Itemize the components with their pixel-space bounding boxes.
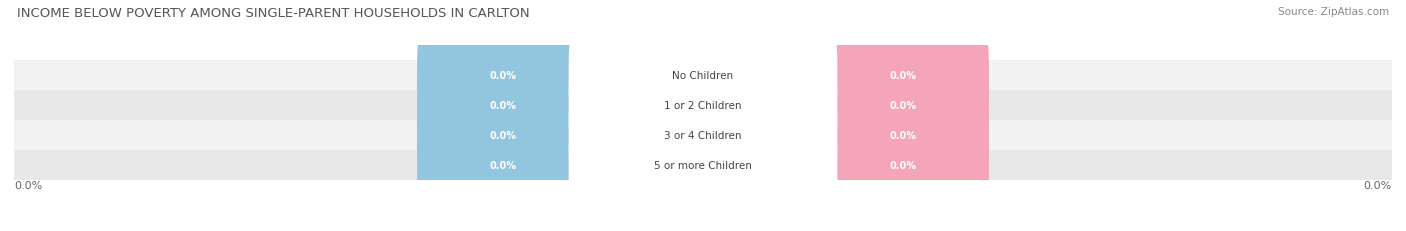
Text: 0.0%: 0.0% bbox=[489, 160, 517, 170]
FancyBboxPatch shape bbox=[14, 150, 1392, 180]
FancyBboxPatch shape bbox=[568, 21, 838, 131]
FancyBboxPatch shape bbox=[418, 50, 589, 161]
FancyBboxPatch shape bbox=[817, 50, 988, 161]
Text: 0.0%: 0.0% bbox=[889, 71, 917, 81]
FancyBboxPatch shape bbox=[817, 21, 988, 131]
FancyBboxPatch shape bbox=[14, 121, 1392, 150]
FancyBboxPatch shape bbox=[418, 110, 589, 221]
FancyBboxPatch shape bbox=[817, 80, 988, 191]
Text: 0.0%: 0.0% bbox=[489, 71, 517, 81]
Text: 0.0%: 0.0% bbox=[1364, 180, 1392, 190]
Text: No Children: No Children bbox=[672, 71, 734, 81]
FancyBboxPatch shape bbox=[14, 91, 1392, 121]
Text: 0.0%: 0.0% bbox=[889, 101, 917, 111]
FancyBboxPatch shape bbox=[418, 21, 589, 131]
Text: 5 or more Children: 5 or more Children bbox=[654, 160, 752, 170]
FancyBboxPatch shape bbox=[568, 50, 838, 161]
FancyBboxPatch shape bbox=[418, 80, 589, 191]
Text: 1 or 2 Children: 1 or 2 Children bbox=[664, 101, 742, 111]
Text: 0.0%: 0.0% bbox=[489, 101, 517, 111]
Text: 0.0%: 0.0% bbox=[14, 180, 42, 190]
FancyBboxPatch shape bbox=[568, 80, 838, 191]
Text: 3 or 4 Children: 3 or 4 Children bbox=[664, 131, 742, 140]
FancyBboxPatch shape bbox=[14, 61, 1392, 91]
FancyBboxPatch shape bbox=[568, 110, 838, 221]
Text: 0.0%: 0.0% bbox=[889, 131, 917, 140]
FancyBboxPatch shape bbox=[817, 110, 988, 221]
Text: Source: ZipAtlas.com: Source: ZipAtlas.com bbox=[1278, 7, 1389, 17]
Text: INCOME BELOW POVERTY AMONG SINGLE-PARENT HOUSEHOLDS IN CARLTON: INCOME BELOW POVERTY AMONG SINGLE-PARENT… bbox=[17, 7, 530, 20]
Text: 0.0%: 0.0% bbox=[489, 131, 517, 140]
Text: 0.0%: 0.0% bbox=[889, 160, 917, 170]
